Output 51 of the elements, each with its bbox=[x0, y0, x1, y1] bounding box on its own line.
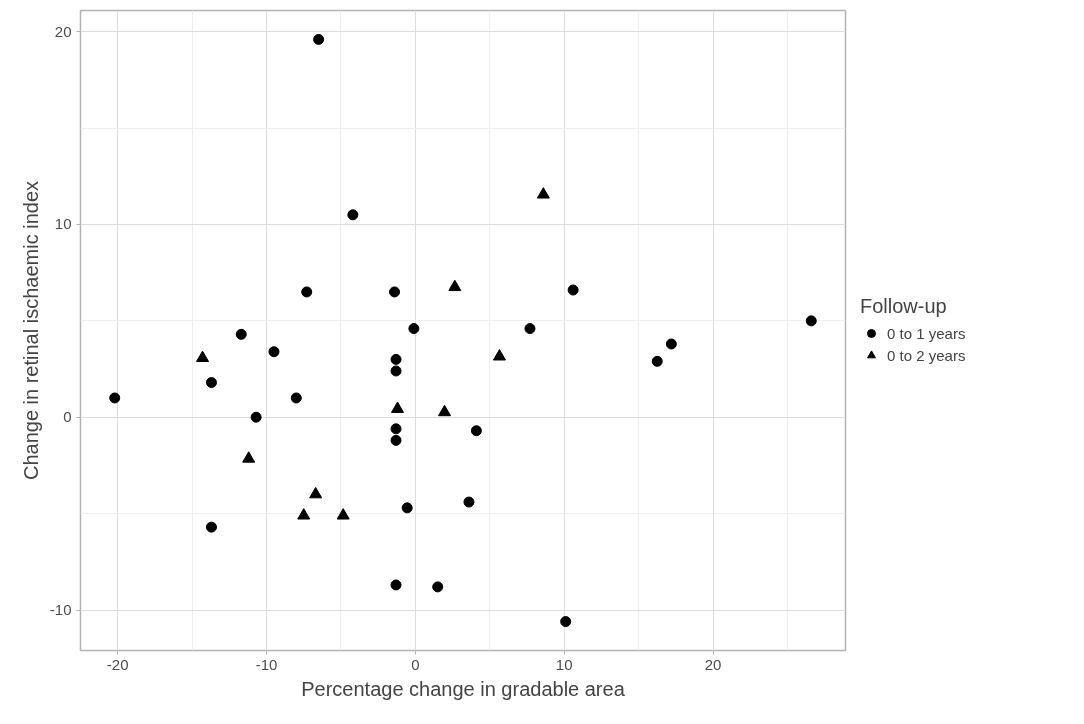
point bbox=[336, 508, 350, 520]
y-tick-label: 10 bbox=[54, 215, 72, 233]
legend-label: 0 to 2 years bbox=[887, 346, 966, 364]
point bbox=[536, 187, 550, 199]
point bbox=[250, 411, 262, 423]
y-tick-label: 0 bbox=[63, 408, 72, 426]
x-tick-label: 0 bbox=[411, 655, 420, 673]
point bbox=[401, 502, 413, 514]
point bbox=[301, 286, 313, 298]
point bbox=[196, 350, 210, 363]
point bbox=[205, 377, 217, 389]
y-axis-title: Change in retinal ischaemic index bbox=[19, 180, 42, 481]
x-axis-title: Percentage change in gradable area bbox=[301, 677, 626, 700]
point bbox=[390, 423, 402, 435]
point bbox=[268, 346, 280, 358]
point bbox=[391, 401, 405, 413]
point bbox=[665, 338, 677, 350]
point bbox=[438, 404, 452, 417]
point bbox=[805, 315, 817, 327]
x-tick-label: 20 bbox=[704, 655, 722, 673]
point bbox=[560, 616, 572, 628]
point bbox=[470, 425, 482, 437]
point bbox=[205, 521, 217, 533]
x-tick-label: -20 bbox=[106, 655, 129, 673]
point bbox=[524, 323, 536, 335]
point bbox=[347, 209, 359, 221]
point bbox=[390, 579, 402, 591]
y-tick-label: 20 bbox=[54, 22, 72, 40]
point bbox=[390, 434, 402, 446]
point bbox=[408, 323, 420, 335]
point bbox=[567, 284, 579, 296]
y-tick-label: -10 bbox=[49, 601, 72, 619]
point bbox=[492, 349, 506, 361]
point bbox=[313, 33, 325, 45]
x-tick-label: 10 bbox=[555, 655, 573, 673]
point bbox=[109, 392, 121, 404]
point bbox=[389, 286, 401, 298]
point bbox=[290, 392, 302, 404]
legend-label: 0 to 1 years bbox=[887, 324, 966, 342]
x-tick-label: -10 bbox=[255, 655, 278, 673]
point bbox=[432, 581, 444, 593]
point bbox=[309, 486, 323, 499]
point bbox=[235, 328, 247, 340]
point bbox=[448, 279, 462, 292]
point bbox=[390, 353, 402, 365]
point bbox=[463, 496, 475, 508]
point bbox=[297, 508, 311, 520]
point bbox=[242, 451, 256, 463]
legend-title: Follow-up bbox=[860, 295, 948, 318]
point bbox=[651, 355, 663, 367]
point bbox=[390, 365, 402, 377]
